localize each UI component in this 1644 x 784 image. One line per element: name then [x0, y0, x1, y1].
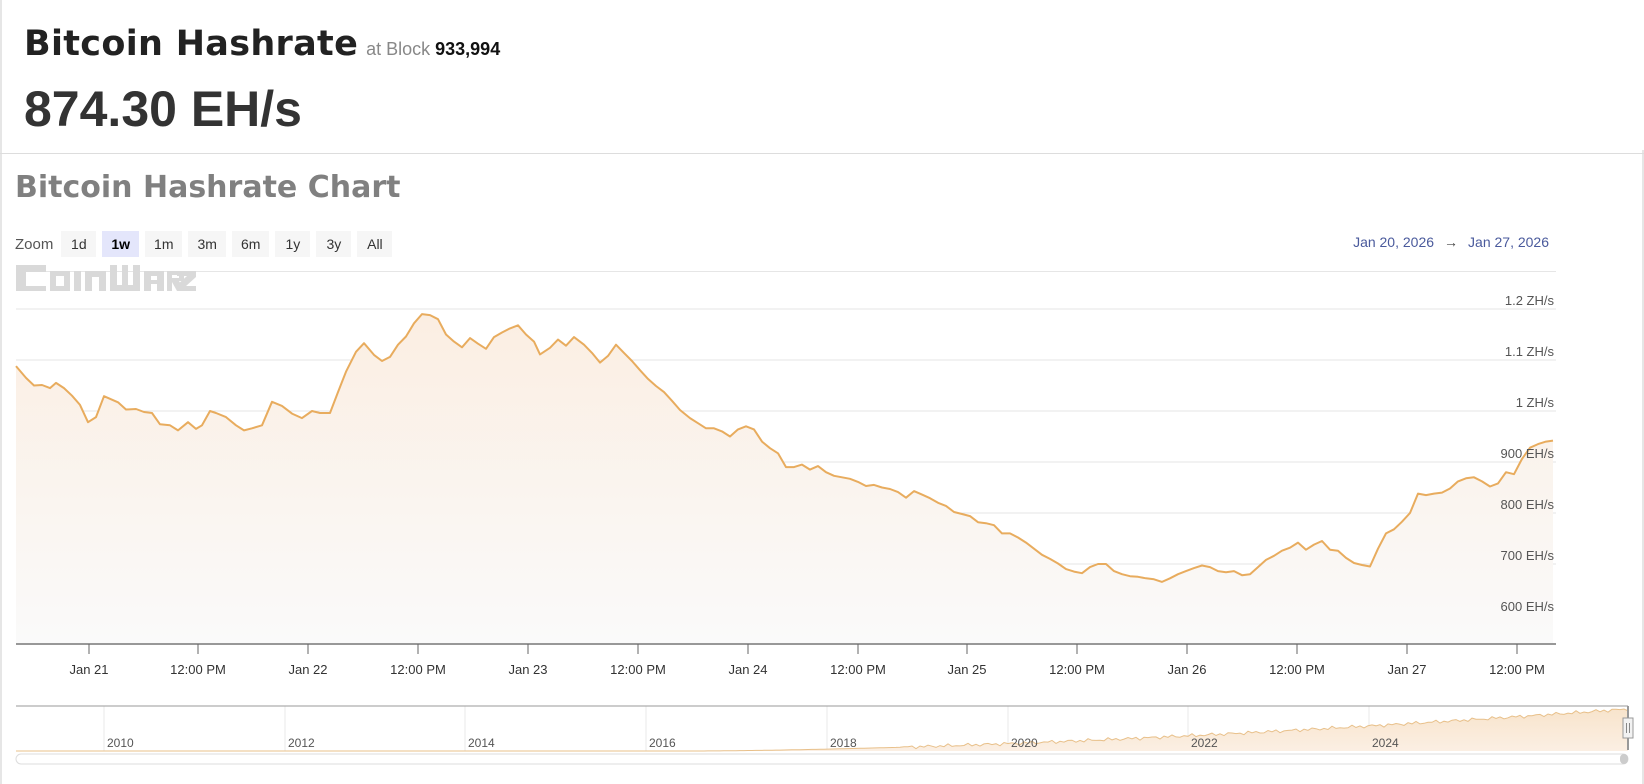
at-block-label: at Block [366, 39, 431, 59]
svg-text:2010: 2010 [107, 736, 134, 750]
zoom-controls: Zoom 1d 1w 1m 3m 6m 1y 3y All [15, 231, 398, 257]
svg-text:2018: 2018 [830, 736, 857, 750]
chart-title: Bitcoin Hashrate Chart [15, 170, 401, 205]
svg-text:800 EH/s: 800 EH/s [1501, 497, 1555, 512]
navigator-area [16, 709, 1628, 751]
svg-text:Jan 27: Jan 27 [1387, 662, 1426, 677]
svg-text:Jan 21: Jan 21 [69, 662, 108, 677]
svg-text:Jan 22: Jan 22 [288, 662, 327, 677]
svg-text:2012: 2012 [288, 736, 315, 750]
zoom-button-all[interactable]: All [357, 231, 393, 257]
svg-text:Jan 24: Jan 24 [728, 662, 767, 677]
coinwarz-watermark-logo [16, 265, 196, 291]
svg-text:2014: 2014 [468, 736, 495, 750]
svg-text:900 EH/s: 900 EH/s [1501, 446, 1555, 461]
svg-text:Jan 26: Jan 26 [1167, 662, 1206, 677]
svg-text:2024: 2024 [1372, 736, 1399, 750]
svg-text:600 EH/s: 600 EH/s [1501, 599, 1555, 614]
y-axis-labels: 600 EH/s 700 EH/s 800 EH/s 900 EH/s 1 ZH/s 1.… [1501, 293, 1555, 614]
zoom-button-6m[interactable]: 6m [231, 231, 270, 257]
svg-text:1 ZH/s: 1 ZH/s [1516, 395, 1555, 410]
zoom-button-1y[interactable]: 1y [275, 231, 311, 257]
svg-text:2016: 2016 [649, 736, 676, 750]
date-range: Jan 20, 2026 → Jan 27, 2026 [1353, 234, 1549, 250]
current-hashrate: 874.30 EH/s [24, 81, 302, 137]
zoom-button-3y[interactable]: 3y [316, 231, 352, 257]
svg-text:1.2 ZH/s: 1.2 ZH/s [1505, 293, 1555, 308]
hashrate-header: Bitcoin Hashrate at Block 933,994 874.30… [0, 0, 1644, 154]
svg-text:Jan 23: Jan 23 [508, 662, 547, 677]
svg-text:12:00 PM: 12:00 PM [1049, 662, 1105, 677]
frame-border-right [1642, 150, 1644, 784]
scrollbar-thumb[interactable] [1620, 754, 1628, 764]
zoom-button-1w[interactable]: 1w [102, 231, 140, 257]
range-divider [16, 271, 1556, 272]
hashrate-area-fill [16, 314, 1553, 643]
navigator-year-labels: 2010 2012 2014 2016 2018 2020 2022 2024 [107, 736, 1399, 750]
svg-text:12:00 PM: 12:00 PM [610, 662, 666, 677]
range-to-input[interactable]: Jan 27, 2026 [1468, 234, 1549, 250]
block-number: 933,994 [435, 39, 501, 59]
svg-text:12:00 PM: 12:00 PM [1269, 662, 1325, 677]
svg-text:2022: 2022 [1191, 736, 1218, 750]
svg-text:12:00 PM: 12:00 PM [1489, 662, 1545, 677]
svg-text:Jan 25: Jan 25 [947, 662, 986, 677]
navigator-line [16, 708, 1629, 752]
svg-text:2020: 2020 [1011, 736, 1038, 750]
range-arrow-icon: → [1444, 234, 1459, 250]
navigator-scrollbar[interactable] [15, 753, 1629, 765]
x-axis-ticks [88, 644, 1518, 654]
zoom-label: Zoom [15, 235, 54, 253]
navigator[interactable]: 2010 2012 2014 2016 2018 2020 2022 2024 [16, 705, 1634, 752]
page-title: Bitcoin Hashrate [24, 24, 359, 64]
svg-text:12:00 PM: 12:00 PM [390, 662, 446, 677]
navigator-year-gridlines [103, 706, 1370, 751]
navigator-handle-right[interactable] [1622, 717, 1634, 739]
range-from-input[interactable]: Jan 20, 2026 [1353, 234, 1435, 250]
frame-border-left [0, 0, 2, 784]
zoom-button-3m[interactable]: 3m [188, 231, 226, 257]
svg-text:1.1 ZH/s: 1.1 ZH/s [1505, 344, 1555, 359]
title-row: Bitcoin Hashrate at Block 933,994 [24, 24, 500, 64]
svg-text:12:00 PM: 12:00 PM [170, 662, 226, 677]
x-axis-labels: Jan 21 12:00 PM Jan 22 12:00 PM Jan 23 12:00 … [69, 662, 1544, 677]
zoom-button-1m[interactable]: 1m [145, 231, 183, 257]
hashrate-line [15, 313, 1554, 583]
grid-lines [16, 308, 1556, 565]
zoom-button-1d[interactable]: 1d [61, 231, 97, 257]
svg-text:700 EH/s: 700 EH/s [1501, 548, 1555, 563]
svg-text:12:00 PM: 12:00 PM [830, 662, 886, 677]
